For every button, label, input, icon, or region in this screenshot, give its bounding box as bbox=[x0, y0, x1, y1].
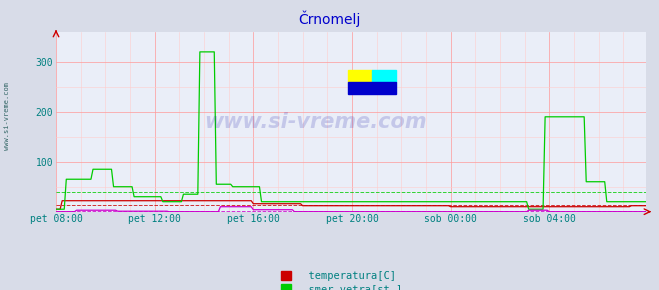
Bar bbox=[348, 82, 396, 94]
Bar bbox=[348, 70, 372, 82]
Text: www.si-vreme.com: www.si-vreme.com bbox=[3, 82, 10, 150]
Legend:   temperatura[C],   smer vetra[st.],   hitrost vetra[m/s]: temperatura[C], smer vetra[st.], hitrost… bbox=[281, 271, 421, 290]
Text: www.si-vreme.com: www.si-vreme.com bbox=[204, 112, 427, 132]
Bar bbox=[372, 70, 396, 82]
Text: Črnomelj: Črnomelj bbox=[299, 10, 360, 27]
